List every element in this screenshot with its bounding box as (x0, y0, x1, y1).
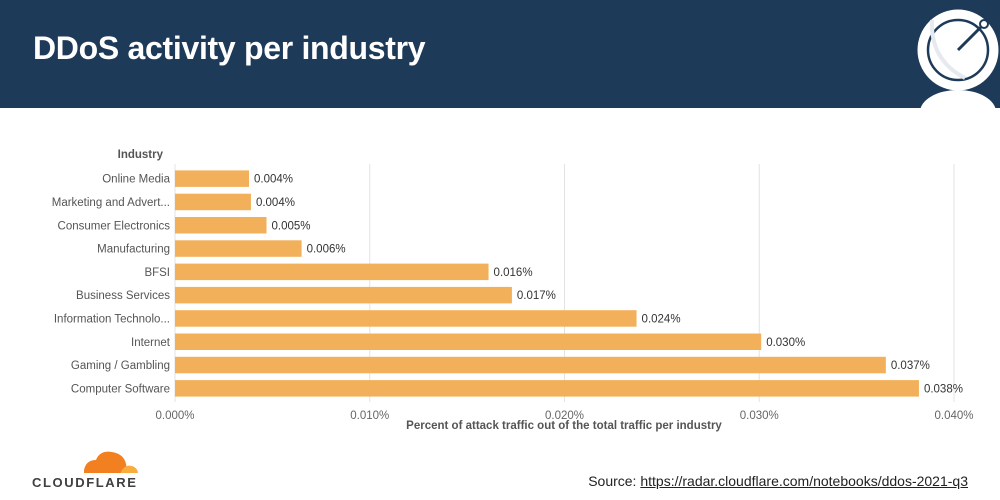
x-tick-label: 0.010% (350, 410, 389, 422)
logo-text: CLOUDFLARE (32, 475, 138, 490)
page-title: DDoS activity per industry (33, 30, 426, 66)
category-label: Internet (131, 337, 171, 349)
bar (175, 217, 267, 234)
x-tick-label: 0.030% (740, 410, 779, 422)
category-label: Information Technolo... (54, 313, 170, 325)
source-link[interactable]: https://radar.cloudflare.com/notebooks/d… (640, 473, 968, 489)
cloud-icon (84, 451, 140, 475)
category-label: Business Services (76, 290, 170, 302)
header-banner: DDoS activity per industry (0, 0, 1000, 108)
data-label: 0.005% (272, 220, 311, 232)
category-label: Computer Software (71, 383, 170, 395)
bar (175, 380, 919, 397)
bar (175, 263, 489, 281)
category-label: BFSI (144, 267, 170, 279)
bar (175, 193, 251, 211)
cloudflare-logo: CLOUDFLARE (32, 448, 144, 492)
bar (175, 170, 250, 187)
bar (175, 310, 637, 327)
data-label: 0.004% (256, 197, 295, 209)
category-label: Online Media (102, 174, 170, 186)
bar (175, 356, 886, 374)
satellite-dish-icon (914, 6, 1000, 108)
data-label: 0.030% (766, 337, 805, 349)
y-axis-title: Industry (118, 149, 164, 161)
bar (175, 286, 512, 304)
data-label: 0.016% (494, 267, 533, 279)
bar (175, 240, 302, 257)
data-label: 0.024% (642, 313, 681, 325)
data-label: 0.004% (254, 174, 293, 186)
data-label: 0.017% (517, 290, 556, 302)
category-label: Consumer Electronics (58, 220, 171, 232)
category-label: Marketing and Advert... (52, 197, 170, 209)
bars (175, 170, 919, 397)
category-label: Manufacturing (97, 244, 170, 256)
x-tick-label: 0.040% (934, 410, 973, 422)
x-tick-label: 0.020% (545, 410, 584, 422)
x-tick-label: 0.000% (155, 410, 194, 422)
value-labels: 0.004% 0.004% 0.005% 0.006% 0.016% 0.017% 0.02… (254, 174, 963, 396)
bar-chart: Online Media Marketing and Advert... Consu… (52, 149, 974, 432)
source-label: Source: (588, 473, 637, 489)
x-axis-title: Percent of attack traffic out of the tot… (406, 420, 722, 432)
data-label: 0.006% (307, 244, 346, 256)
x-tick-labels: 0.000% 0.010% 0.020% 0.030% 0.040% (155, 410, 973, 422)
category-label: Gaming / Gambling (71, 360, 170, 372)
category-labels: Online Media Marketing and Advert... Consu… (52, 174, 171, 396)
data-label: 0.037% (891, 360, 930, 372)
data-label: 0.038% (924, 383, 963, 395)
source-line: Source: https://radar.cloudflare.com/not… (588, 473, 968, 489)
bar (175, 333, 762, 350)
